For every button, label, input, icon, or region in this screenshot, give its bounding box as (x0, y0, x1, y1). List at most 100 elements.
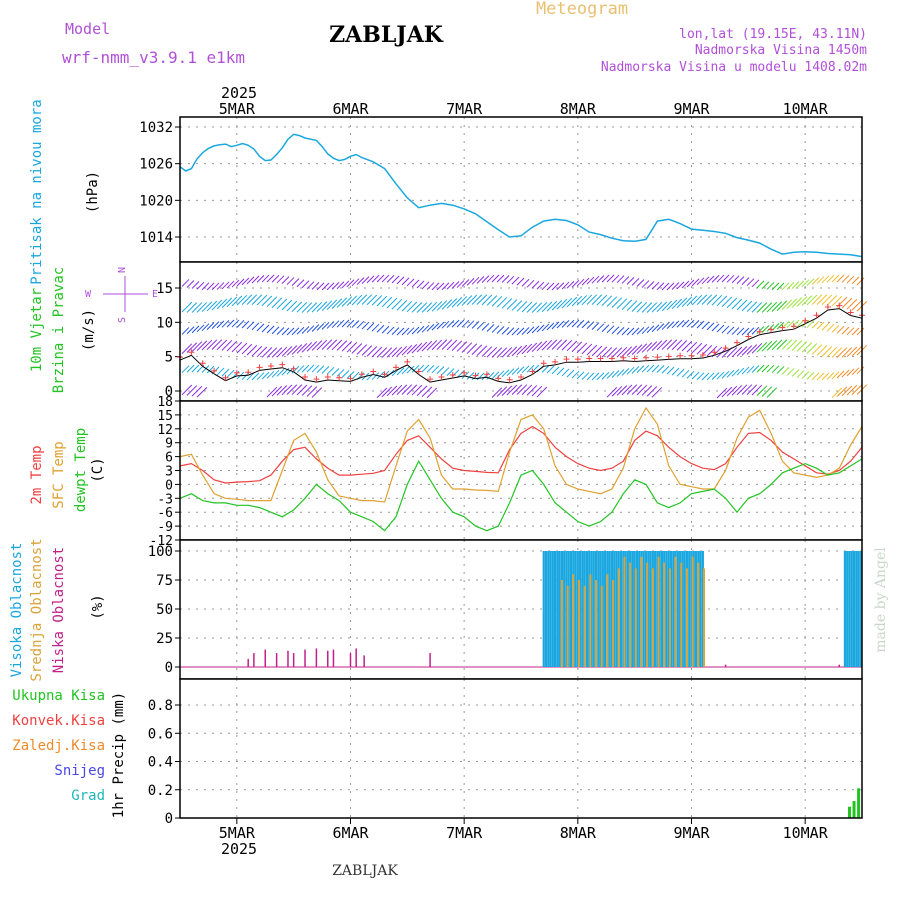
wind-barb (536, 324, 545, 333)
wind-barb (491, 296, 503, 307)
wind-barb (791, 340, 803, 351)
wind-barb (201, 339, 213, 351)
wind-barb (186, 342, 198, 353)
wind-barb (701, 276, 710, 285)
wind-barb (476, 321, 485, 330)
wind-barb (181, 384, 193, 396)
wind-barb (386, 347, 398, 358)
wind-barb (541, 365, 550, 373)
wind-barb (661, 365, 670, 374)
wind-gust-mark (574, 356, 581, 363)
wind-barb (196, 281, 205, 290)
wind-compass-icon: N W E S (85, 267, 158, 323)
wind-barb (561, 281, 570, 290)
wind-barb (316, 323, 325, 331)
top-date-label-0: 5MAR (219, 100, 256, 118)
wind-barb (826, 295, 838, 306)
precip-panel: 0 0.2 0.4 0.6 0.8 (148, 678, 863, 827)
wind-barb (586, 276, 595, 285)
wind-gust-mark (722, 345, 729, 352)
wind-barb (381, 386, 393, 398)
wind-barb (576, 342, 588, 354)
wind-barb (696, 372, 705, 381)
wind-gust-mark (302, 374, 309, 381)
wind-barb (541, 339, 553, 351)
wind-barb (566, 280, 575, 289)
wind-barb (601, 347, 613, 358)
wind-barb (711, 323, 720, 332)
wind-barb (296, 302, 308, 313)
wind-barb (731, 385, 743, 396)
wind-barb (696, 277, 705, 286)
wind-barb (741, 300, 753, 312)
wind-barb (636, 327, 645, 335)
wind-barb (516, 344, 528, 356)
wind-barb (736, 384, 748, 396)
wind-barb (686, 279, 695, 288)
wind-barb (566, 340, 578, 352)
wind-barb (351, 320, 360, 328)
wind-barb (281, 384, 293, 396)
wind-barb (401, 345, 413, 356)
pressure-bg (180, 117, 862, 262)
wind-barb (271, 369, 280, 378)
wind-barb (586, 372, 595, 381)
wind-barb (376, 387, 388, 399)
wind-barb (556, 367, 565, 376)
wind-barb (316, 282, 325, 291)
wind-gust-mark (188, 349, 195, 356)
wind-barb (701, 294, 713, 305)
wind-barb (236, 320, 245, 328)
wind-barb (501, 369, 510, 378)
wind-barb (186, 326, 195, 335)
wind-barb (651, 364, 660, 373)
wind-barb (776, 339, 788, 350)
wind-barb (746, 278, 755, 287)
wind-barb (481, 346, 493, 357)
wind-barb (326, 321, 335, 329)
wind-barb (471, 344, 483, 356)
wind-barb (486, 324, 495, 332)
wind-barb (661, 300, 673, 312)
wind-barb (811, 344, 823, 355)
wind-barb (806, 294, 818, 306)
wind-barb (426, 282, 435, 290)
wind-barb (736, 299, 748, 311)
wind-barb (296, 365, 305, 373)
wind-barb (391, 327, 400, 336)
bottom-date-label-2: 7MAR (446, 824, 483, 842)
wind-barb (241, 320, 250, 329)
wind-barb (631, 278, 640, 286)
wind-barb (381, 274, 390, 283)
wind-barb (296, 326, 305, 335)
wind-barb (561, 297, 573, 309)
wind-barb (531, 385, 543, 397)
wind-ylabel-1: 10m Vjetar (29, 288, 45, 372)
wind-barb (841, 326, 850, 335)
wind-barb (226, 319, 235, 328)
wind-barb (211, 321, 220, 330)
wind-barb (406, 327, 415, 336)
wind-barb (311, 387, 323, 398)
wind-barb (216, 282, 225, 290)
wind-barb (671, 298, 683, 310)
wind-barb (726, 326, 735, 335)
wind-ytick-label-2: 10 (156, 315, 173, 331)
wind-barb (821, 346, 833, 357)
wind-barb (351, 294, 363, 306)
wind-barb (431, 322, 440, 331)
wind-barb (606, 371, 615, 379)
wind-barb (586, 321, 595, 329)
wind-barb (271, 274, 280, 283)
wind-barb (561, 368, 570, 377)
wind-barb (776, 366, 785, 374)
wind-barb (516, 384, 528, 395)
wind-barb (531, 280, 540, 289)
wind-barb (521, 343, 533, 355)
wind-barb (541, 323, 550, 332)
wind-barb (476, 276, 485, 284)
wind-barb (336, 319, 345, 328)
wind-barb (541, 282, 550, 291)
cloud-unit: (%) (90, 594, 106, 619)
